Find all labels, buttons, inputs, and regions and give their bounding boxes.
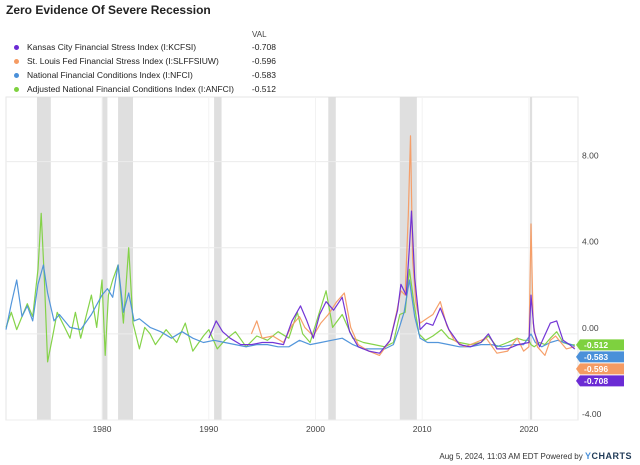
series-line xyxy=(5,212,575,363)
x-tick-label: 1990 xyxy=(199,424,218,434)
footer-timestamp: Aug 5, 2024, 11:03 AM EDT Powered by xyxy=(439,452,583,461)
logo-prefix: Y xyxy=(584,451,592,461)
end-value-label: -0.708 xyxy=(584,376,608,386)
series-line xyxy=(5,264,576,350)
plot-area xyxy=(5,96,579,421)
legend-item-value: -0.583 xyxy=(251,70,276,80)
footer: Aug 5, 2024, 11:03 AM EDT Powered by YCH… xyxy=(439,451,632,461)
ycharts-logo[interactable]: YCHARTS xyxy=(585,451,632,461)
legend-dot-icon xyxy=(14,87,19,92)
end-value-label: -0.512 xyxy=(584,340,608,350)
series-line xyxy=(208,210,576,354)
end-value-badge xyxy=(576,375,624,387)
y-tick-label: 4.00 xyxy=(582,237,599,247)
legend-dot-icon xyxy=(14,45,19,50)
logo-rest: CHARTS xyxy=(591,451,632,461)
y-tick-label: 8.00 xyxy=(582,151,599,161)
legend-item-value: -0.708 xyxy=(251,42,276,52)
recession-band xyxy=(529,97,533,420)
legend-value-header: VAL xyxy=(252,30,267,39)
legend-item-label: Adjusted National Financial Conditions I… xyxy=(27,84,234,94)
x-tick-label: 2010 xyxy=(413,424,432,434)
x-tick-label: 2000 xyxy=(306,424,325,434)
legend-item-kcfsi[interactable]: Kansas City Financial Stress Index (I:KC… xyxy=(14,42,276,56)
end-value-badge xyxy=(576,351,624,363)
legend-item-value: -0.512 xyxy=(251,84,276,94)
recession-band xyxy=(214,97,222,420)
recession-band xyxy=(118,97,133,420)
chart-title: Zero Evidence Of Severe Recession xyxy=(6,3,211,17)
end-value-label: -0.583 xyxy=(584,352,608,362)
legend-dot-icon xyxy=(14,73,19,78)
x-tick-label: 2020 xyxy=(519,424,538,434)
recession-band xyxy=(328,97,336,420)
end-value-badge xyxy=(576,339,624,351)
x-tick-label: 1980 xyxy=(93,424,112,434)
end-value-badge xyxy=(576,363,624,375)
legend-item-anfci[interactable]: Adjusted National Financial Conditions I… xyxy=(14,84,276,98)
end-value-label: -0.596 xyxy=(584,364,608,374)
recession-band xyxy=(102,97,108,420)
legend-item-label: Kansas City Financial Stress Index (I:KC… xyxy=(27,42,197,52)
legend-item-slffsiuw[interactable]: St. Louis Fed Financial Stress Index (I:… xyxy=(14,56,276,70)
legend-item-label: National Financial Conditions Index (I:N… xyxy=(27,70,193,80)
legend-dot-icon xyxy=(14,59,19,64)
legend-item-label: St. Louis Fed Financial Stress Index (I:… xyxy=(27,56,219,66)
y-tick-label: -4.00 xyxy=(582,409,602,419)
y-tick-label: 0.00 xyxy=(582,323,599,333)
legend-item-nfci[interactable]: National Financial Conditions Index (I:N… xyxy=(14,70,276,84)
legend-item-value: -0.596 xyxy=(251,56,276,66)
